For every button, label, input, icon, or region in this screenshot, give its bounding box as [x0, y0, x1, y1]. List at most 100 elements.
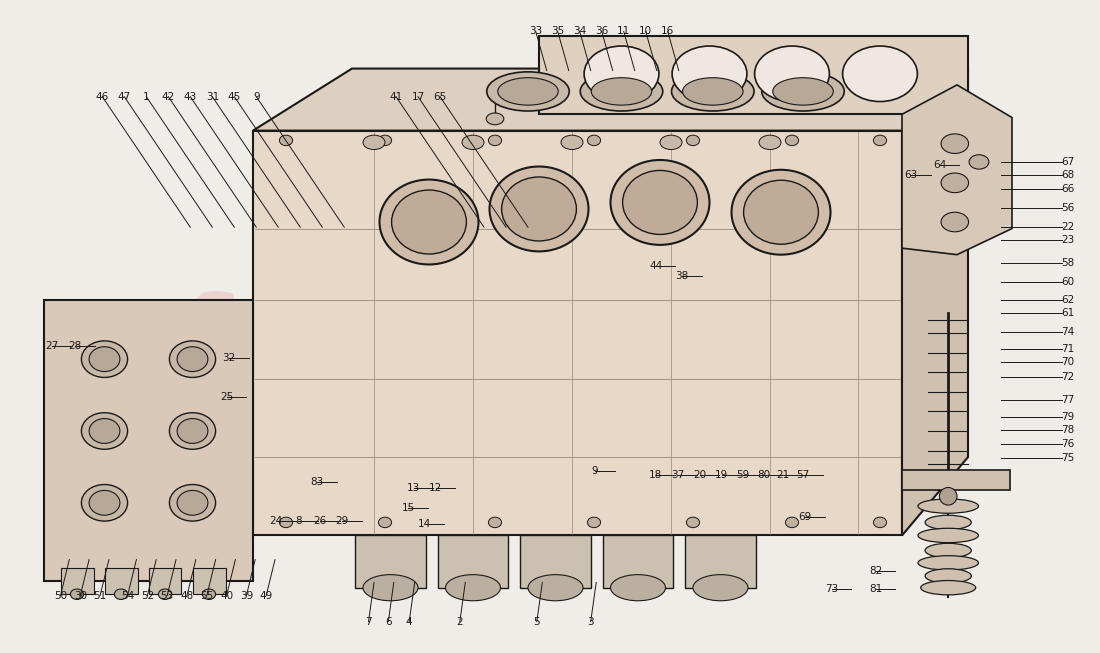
- Text: 21: 21: [777, 470, 790, 481]
- Text: 17: 17: [411, 91, 425, 102]
- Ellipse shape: [169, 413, 216, 449]
- Ellipse shape: [682, 78, 744, 105]
- Text: 73: 73: [825, 584, 838, 594]
- Ellipse shape: [81, 413, 128, 449]
- Ellipse shape: [81, 341, 128, 377]
- Text: 23: 23: [1062, 235, 1075, 246]
- Polygon shape: [520, 535, 591, 588]
- Text: 82: 82: [869, 566, 882, 577]
- Ellipse shape: [925, 543, 971, 558]
- Text: 34: 34: [573, 26, 586, 37]
- Text: 6: 6: [385, 616, 392, 627]
- Text: 65: 65: [433, 91, 447, 102]
- Text: 39: 39: [240, 590, 253, 601]
- Ellipse shape: [486, 72, 570, 111]
- Text: 57: 57: [796, 470, 810, 481]
- Text: 68: 68: [1062, 170, 1075, 180]
- Text: 9: 9: [253, 91, 260, 102]
- Ellipse shape: [925, 515, 971, 530]
- Ellipse shape: [169, 485, 216, 521]
- Ellipse shape: [785, 517, 799, 528]
- Ellipse shape: [591, 78, 651, 105]
- Text: 46: 46: [96, 91, 109, 102]
- Ellipse shape: [89, 490, 120, 515]
- Ellipse shape: [497, 78, 558, 105]
- Text: Schiavione: Schiavione: [189, 290, 647, 363]
- Text: 55: 55: [200, 590, 213, 601]
- Text: 44: 44: [649, 261, 662, 272]
- Ellipse shape: [940, 212, 968, 232]
- Ellipse shape: [488, 517, 502, 528]
- Ellipse shape: [671, 72, 755, 111]
- Text: 10: 10: [639, 26, 652, 37]
- Text: 9: 9: [592, 466, 598, 477]
- Text: 70: 70: [1062, 357, 1075, 368]
- Text: 8: 8: [295, 516, 301, 526]
- Text: 51: 51: [94, 590, 107, 601]
- Text: 83: 83: [310, 477, 323, 487]
- Text: c o m p a r t s: c o m p a r t s: [451, 395, 605, 415]
- Text: 62: 62: [1062, 295, 1075, 306]
- Polygon shape: [253, 69, 968, 131]
- Ellipse shape: [660, 135, 682, 150]
- Ellipse shape: [580, 72, 662, 111]
- Ellipse shape: [873, 135, 887, 146]
- Ellipse shape: [785, 135, 799, 146]
- Ellipse shape: [744, 180, 818, 244]
- Text: 52: 52: [141, 590, 154, 601]
- Ellipse shape: [917, 556, 979, 570]
- Text: 58: 58: [1062, 257, 1075, 268]
- Polygon shape: [438, 535, 508, 588]
- Polygon shape: [902, 470, 1010, 490]
- Ellipse shape: [488, 135, 502, 146]
- Ellipse shape: [761, 72, 845, 111]
- Text: 31: 31: [206, 91, 219, 102]
- Ellipse shape: [363, 135, 385, 150]
- Ellipse shape: [490, 167, 588, 251]
- Ellipse shape: [921, 581, 976, 595]
- Text: 80: 80: [757, 470, 770, 481]
- Text: 61: 61: [1062, 308, 1075, 319]
- Text: 20: 20: [693, 470, 706, 481]
- Text: 32: 32: [222, 353, 235, 363]
- Ellipse shape: [279, 517, 293, 528]
- Text: 67: 67: [1062, 157, 1075, 167]
- Text: 22: 22: [1062, 222, 1075, 232]
- Polygon shape: [603, 535, 673, 588]
- Text: 43: 43: [184, 91, 197, 102]
- Polygon shape: [902, 85, 1012, 255]
- Text: 49: 49: [260, 590, 273, 601]
- Ellipse shape: [755, 46, 829, 102]
- Ellipse shape: [587, 517, 601, 528]
- Ellipse shape: [528, 575, 583, 601]
- Polygon shape: [60, 568, 94, 594]
- Text: 25: 25: [220, 392, 233, 402]
- Ellipse shape: [610, 575, 665, 601]
- Polygon shape: [685, 535, 756, 588]
- Ellipse shape: [772, 78, 834, 105]
- Ellipse shape: [378, 135, 392, 146]
- Ellipse shape: [917, 499, 979, 513]
- Polygon shape: [104, 568, 138, 594]
- Text: 66: 66: [1062, 184, 1075, 195]
- Text: 76: 76: [1062, 439, 1075, 449]
- Ellipse shape: [925, 569, 971, 583]
- Ellipse shape: [686, 135, 700, 146]
- Ellipse shape: [89, 347, 120, 372]
- Ellipse shape: [446, 575, 501, 601]
- Ellipse shape: [759, 135, 781, 150]
- Ellipse shape: [392, 190, 466, 254]
- Text: 48: 48: [180, 590, 194, 601]
- Ellipse shape: [363, 575, 418, 601]
- Text: 28: 28: [68, 341, 81, 351]
- Ellipse shape: [672, 46, 747, 102]
- Ellipse shape: [561, 135, 583, 150]
- Ellipse shape: [843, 46, 917, 102]
- Text: 59: 59: [736, 470, 749, 481]
- Ellipse shape: [379, 180, 478, 264]
- Ellipse shape: [623, 170, 697, 234]
- Ellipse shape: [686, 517, 700, 528]
- Text: 4: 4: [406, 616, 412, 627]
- Text: 69: 69: [799, 512, 812, 522]
- Ellipse shape: [940, 134, 968, 153]
